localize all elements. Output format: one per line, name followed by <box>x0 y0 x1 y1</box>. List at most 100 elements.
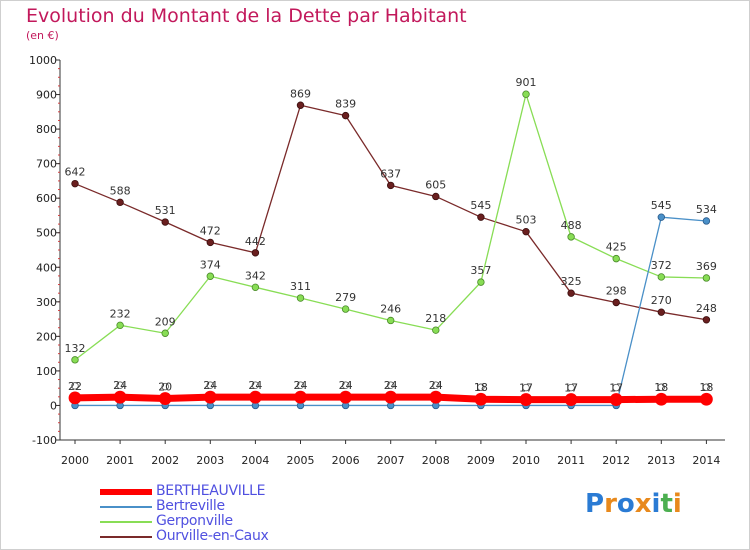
data-point <box>387 181 395 190</box>
label-marker <box>387 381 395 389</box>
y-tick-label: -100 <box>32 434 57 447</box>
data-label: 642 <box>65 166 86 179</box>
data-label: 472 <box>200 224 221 237</box>
data-point <box>341 111 350 120</box>
data-label: 534 <box>696 203 717 216</box>
data-label: 24 <box>294 379 308 392</box>
y-tick-label: 900 <box>36 89 57 102</box>
data-point <box>477 278 485 286</box>
data-label: 18 <box>654 381 668 394</box>
label-marker <box>522 383 530 392</box>
x-tick-label: 2011 <box>557 454 585 467</box>
y-tick-label: 300 <box>36 296 57 309</box>
x-tick-label: 2005 <box>287 454 315 467</box>
legend-label: Ourville-en-Caux <box>156 528 269 544</box>
data-point <box>71 356 79 364</box>
data-point <box>71 179 79 188</box>
data-label: 248 <box>696 302 717 315</box>
data-label: 357 <box>470 264 491 277</box>
data-point <box>432 192 440 201</box>
data-point <box>474 392 488 406</box>
data-label: 17 <box>519 382 533 395</box>
data-label: 869 <box>290 87 311 100</box>
data-point <box>294 390 307 404</box>
data-point <box>116 321 124 330</box>
data-label: 279 <box>335 291 356 304</box>
legend-swatch <box>100 521 152 523</box>
label-marker <box>71 382 79 390</box>
data-point <box>477 213 485 221</box>
logo-letter: r <box>604 489 617 519</box>
data-label: 24 <box>113 379 127 392</box>
data-point <box>203 390 217 404</box>
x-tick-label: 2002 <box>151 454 179 467</box>
legend-swatch <box>100 506 152 508</box>
label-marker <box>612 383 620 392</box>
data-point <box>251 283 260 292</box>
data-point <box>702 316 711 324</box>
data-point <box>657 308 665 316</box>
data-label: 325 <box>561 275 582 288</box>
data-label: 24 <box>203 379 217 392</box>
label-marker <box>477 383 485 391</box>
data-label: 17 <box>564 382 578 395</box>
y-tick-label: 0 <box>50 399 57 412</box>
data-point <box>567 233 575 241</box>
x-tick-label: 2009 <box>467 454 495 467</box>
data-point <box>519 393 533 406</box>
x-tick-label: 2013 <box>647 454 675 467</box>
data-point <box>68 391 82 405</box>
x-tick-label: 2000 <box>61 454 89 467</box>
data-label: 24 <box>248 379 262 392</box>
data-label: 232 <box>110 307 131 320</box>
y-tick-label: 500 <box>36 227 57 240</box>
data-label: 209 <box>155 315 176 328</box>
data-points <box>68 90 713 410</box>
data-label: 22 <box>68 380 82 393</box>
x-tick-label: 2003 <box>196 454 224 467</box>
data-label: 246 <box>380 302 401 315</box>
data-label: 132 <box>65 342 86 355</box>
data-label: 20 <box>158 381 172 394</box>
data-point <box>654 392 668 406</box>
data-label: 531 <box>155 204 176 217</box>
data-point <box>116 198 124 207</box>
data-point <box>522 90 530 98</box>
data-point <box>248 390 262 404</box>
legend-swatch <box>100 536 152 538</box>
legend-label: Bertreville <box>156 498 225 514</box>
data-label: 270 <box>651 294 672 307</box>
data-point <box>339 390 353 404</box>
label-marker <box>702 383 711 391</box>
label-marker <box>251 381 260 389</box>
legend-label: BERTHEAUVILLE <box>156 483 266 499</box>
y-tick-label: 100 <box>36 365 57 378</box>
axes: -100 0 100 200 300 400 500 600 700 800 900 1000 2000… <box>29 54 725 467</box>
y-tick-label: 700 <box>36 158 57 171</box>
label-marker <box>161 382 169 391</box>
data-label: 588 <box>110 184 131 197</box>
label-marker <box>206 381 214 389</box>
data-label: 369 <box>696 260 717 273</box>
data-label: 503 <box>516 214 537 227</box>
x-tick-label: 2007 <box>377 454 405 467</box>
label-marker <box>432 381 440 389</box>
data-label: 24 <box>429 379 443 392</box>
legend-label: Gerponville <box>156 513 233 529</box>
data-label: 342 <box>245 269 266 282</box>
data-label: 311 <box>290 280 311 293</box>
logo-letter: i <box>672 489 682 519</box>
label-marker <box>116 381 124 389</box>
data-label: 425 <box>606 241 627 254</box>
data-label: 18 <box>699 381 713 394</box>
data-label: 545 <box>651 199 672 212</box>
data-label: 488 <box>561 219 582 232</box>
x-tick-label: 2012 <box>602 454 630 467</box>
chart-unit: (en €) <box>26 29 59 42</box>
data-point <box>612 254 620 263</box>
data-label: 901 <box>516 76 537 89</box>
data-label: 17 <box>609 382 623 395</box>
y-tick-label: 400 <box>36 261 57 274</box>
